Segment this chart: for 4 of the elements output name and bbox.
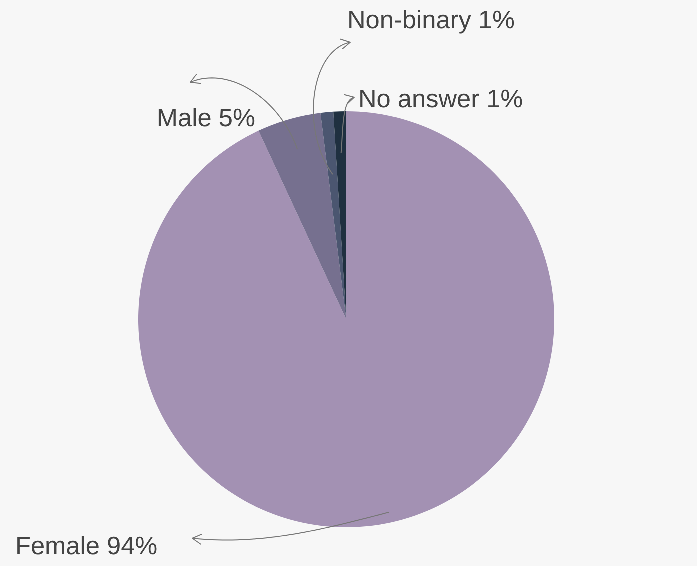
slice-label: Non-binary 1% — [348, 6, 516, 34]
slice-label: Male 5% — [156, 104, 256, 132]
slice-label: Female 94% — [16, 532, 158, 560]
slice-label: No answer 1% — [358, 86, 524, 114]
